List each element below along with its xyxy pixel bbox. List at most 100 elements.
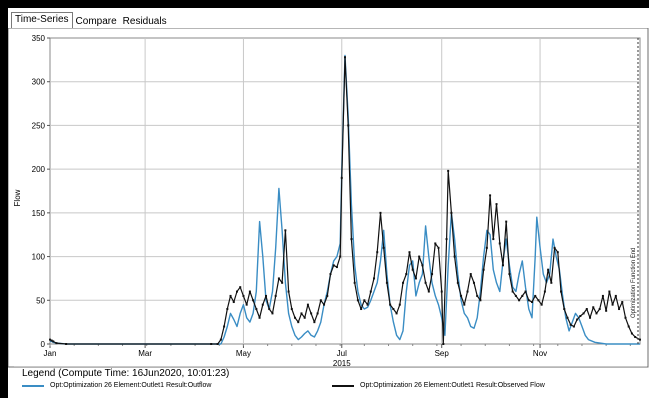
observed-point — [553, 246, 556, 249]
observed-point — [424, 281, 427, 284]
legend-swatch-outflow — [22, 384, 44, 387]
observed-point — [547, 268, 550, 271]
legend-label-observed: Opt:Optimization 26 Element:Outlet1 Resu… — [360, 382, 545, 389]
observed-point — [514, 294, 517, 297]
observed-point — [248, 290, 251, 293]
observed-point — [463, 303, 466, 306]
observed-point — [265, 294, 268, 297]
observed-point — [605, 309, 608, 312]
observed-point — [395, 312, 398, 315]
x-axis-year-label: 2015 — [333, 359, 351, 368]
observed-point — [347, 124, 350, 127]
observed-point — [608, 290, 611, 293]
observed-point — [216, 343, 219, 345]
observed-point — [418, 255, 421, 258]
observed-point — [316, 312, 319, 315]
observed-point — [376, 251, 379, 254]
y-tick-label: 300 — [32, 78, 46, 87]
y-tick-label: 250 — [32, 121, 46, 130]
observed-point — [527, 299, 530, 302]
flow-chart: 0 50 100 150 200 250 300 350 Jan Mar May Jul Sep Nov… — [8, 28, 649, 368]
observed-point — [485, 246, 488, 249]
observed-point — [271, 312, 274, 315]
plot-area — [49, 37, 641, 345]
observed-point — [385, 281, 388, 284]
observed-point — [450, 211, 453, 214]
observed-point — [258, 316, 261, 319]
observed-point — [379, 211, 382, 214]
observed-point — [277, 277, 280, 280]
observed-point — [508, 273, 511, 276]
y-tick-label: 50 — [36, 296, 45, 305]
x-tick-label: May — [236, 349, 251, 358]
legend-title: Legend (Compute Time: 16Jun2020, 10:01:2… — [22, 368, 230, 379]
observed-point — [498, 242, 501, 245]
tab-time-series[interactable]: Time-Series — [11, 12, 73, 28]
x-tick-label: Mar — [138, 349, 152, 358]
observed-point — [479, 299, 482, 302]
time-series-window: Time-Series Compare Residuals 0 50 100 150 2… — [8, 8, 649, 398]
observed-point — [268, 308, 271, 311]
observed-point — [297, 321, 300, 324]
observed-point — [65, 343, 68, 345]
observed-point — [274, 294, 277, 297]
observed-point — [550, 281, 553, 284]
observed-point — [313, 321, 316, 324]
observed-point — [261, 303, 264, 306]
observed-point — [476, 294, 479, 297]
observed-point — [340, 176, 343, 179]
observed-point — [284, 229, 287, 232]
observed-point — [511, 290, 514, 293]
observed-point — [408, 251, 411, 254]
observed-point — [363, 299, 366, 302]
observed-point — [414, 277, 417, 280]
legend-swatch-observed — [332, 384, 354, 387]
observed-point — [445, 238, 448, 241]
observed-point — [242, 294, 245, 297]
tab-residuals[interactable]: Residuals — [122, 16, 167, 27]
tab-compare[interactable]: Compare — [75, 16, 117, 27]
observed-point — [382, 246, 385, 249]
observed-point — [563, 308, 566, 311]
observed-point — [495, 203, 498, 206]
observed-point — [239, 286, 242, 289]
observed-point — [601, 294, 604, 297]
observed-point — [252, 299, 255, 302]
x-tick-label: Sep — [435, 349, 450, 358]
observed-point — [524, 290, 527, 293]
observed-point — [229, 294, 232, 297]
observed-point — [332, 264, 335, 267]
observed-point — [560, 290, 563, 293]
tab-bar: Time-Series Compare Residuals — [11, 12, 170, 28]
x-tick-label: Nov — [533, 349, 547, 358]
x-tick-label: Jan — [44, 349, 57, 358]
observed-point — [235, 290, 238, 293]
observed-point — [585, 308, 588, 311]
observed-point — [319, 299, 322, 302]
observed-point — [595, 312, 598, 315]
observed-point — [294, 316, 297, 319]
observed-point — [453, 255, 456, 258]
observed-point — [373, 277, 376, 280]
observed-point — [521, 294, 524, 297]
observed-point — [335, 266, 338, 269]
observed-point — [49, 338, 51, 341]
observed-point — [624, 316, 627, 319]
observed-point — [303, 316, 306, 319]
observed-point — [356, 299, 359, 302]
observed-point — [255, 308, 258, 311]
observed-point — [489, 194, 492, 197]
y-tick-label: 350 — [32, 34, 46, 43]
observed-point — [421, 264, 424, 267]
observed-point — [402, 281, 405, 284]
observed-point — [618, 308, 621, 311]
observed-point — [350, 238, 353, 241]
y-tick-label: 100 — [32, 253, 46, 262]
observed-point — [52, 340, 55, 343]
observed-point — [442, 343, 445, 345]
observed-point — [579, 315, 582, 318]
observed-point — [281, 281, 284, 284]
observed-point — [287, 290, 290, 293]
observed-point — [592, 306, 595, 309]
optimization-end-label: Optimization Function End — [631, 248, 637, 318]
